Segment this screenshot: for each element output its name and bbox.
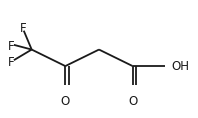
Text: F: F — [20, 22, 26, 35]
Text: OH: OH — [171, 60, 189, 73]
Text: O: O — [61, 95, 70, 108]
Text: F: F — [8, 56, 14, 69]
Text: F: F — [8, 40, 14, 53]
Text: O: O — [128, 95, 137, 108]
